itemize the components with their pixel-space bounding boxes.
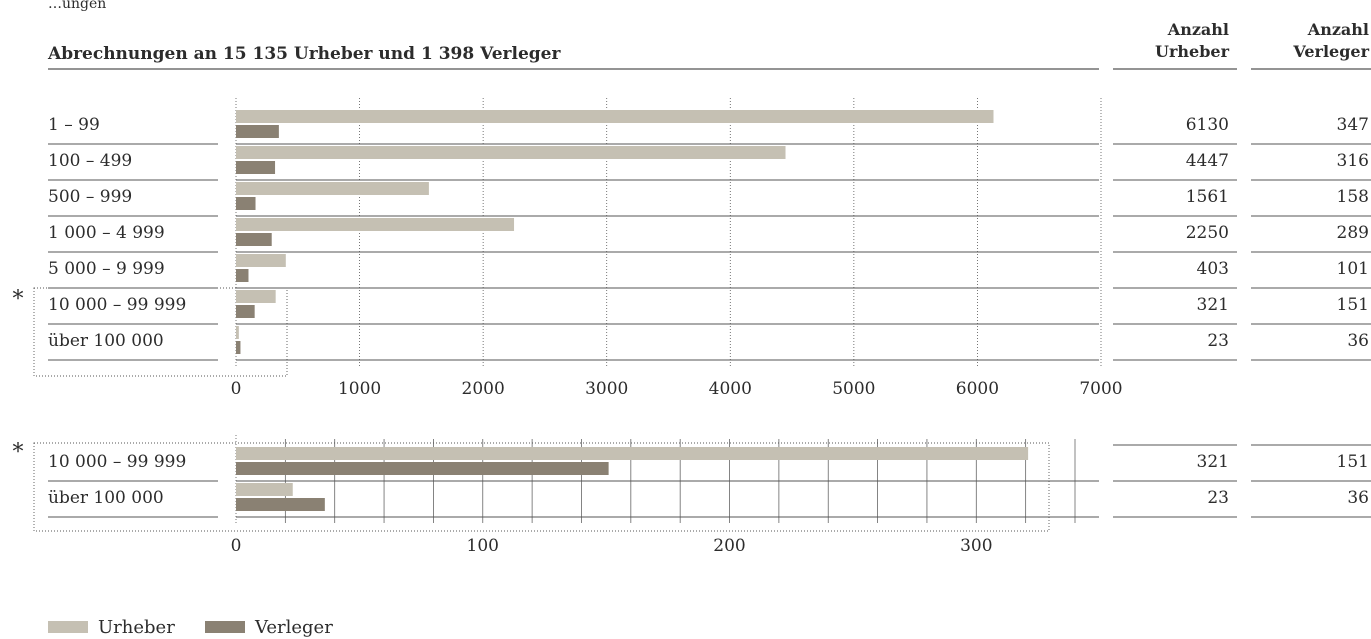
chart0-bar-verleger-1 [236, 161, 276, 174]
chart0-bar-urheber-1 [236, 146, 786, 159]
chart0-table-verleger-value: 158 [1337, 187, 1369, 207]
col-urheber-line2: Urheber [1155, 42, 1230, 61]
col-urheber-line1: Anzahl [1167, 20, 1229, 39]
chart0-x-tick-label: 5000 [832, 379, 875, 399]
legend-swatch-urheber [48, 621, 88, 633]
chart0-bar-urheber-3 [236, 218, 515, 231]
chart0-table-urheber-value: 23 [1207, 331, 1229, 351]
legend: Urheber Verleger [48, 617, 333, 638]
chart0-bar-verleger-2 [236, 197, 256, 210]
chart0-table-verleger-value: 289 [1337, 223, 1369, 243]
chart0-category-label: 1 000 – 4 999 [48, 223, 165, 243]
chart1-table-urheber-value: 23 [1207, 488, 1229, 508]
chart0-x-tick-label: 2000 [462, 379, 505, 399]
top-fragment: …ungen [48, 0, 106, 12]
chart0-category-label: 100 – 499 [48, 151, 132, 171]
chart1-x-tick-label: 300 [960, 536, 992, 556]
chart1-table-verleger-value: 151 [1337, 452, 1369, 472]
chart1-table-verleger-value: 36 [1347, 488, 1369, 508]
highlight-marker-upper: * [13, 287, 24, 312]
chart0-table-verleger-value: 151 [1337, 295, 1369, 315]
chart1-bar-urheber-1 [236, 483, 293, 496]
chart0-bar-urheber-6 [236, 326, 239, 339]
chart1-x-tick-label: 200 [713, 536, 745, 556]
chart0-bar-urheber-5 [236, 290, 276, 303]
chart0-x-tick-label: 3000 [585, 379, 628, 399]
chart0-bar-verleger-3 [236, 233, 272, 246]
legend-label-verleger: Verleger [254, 617, 333, 638]
chart0-x-tick-label: 1000 [338, 379, 381, 399]
chart1-bar-urheber-0 [236, 447, 1029, 460]
chart1-bar-verleger-1 [236, 498, 325, 511]
chart0-table-urheber-value: 1561 [1186, 187, 1229, 207]
chart0-bar-urheber-2 [236, 182, 429, 195]
chart0-bar-verleger-6 [236, 341, 241, 354]
chart0-table-verleger-value: 316 [1337, 151, 1369, 171]
chart0-category-label: 10 000 – 99 999 [48, 295, 186, 315]
chart0-table-verleger-value: 101 [1337, 259, 1369, 279]
chart0-table-verleger-value: 36 [1347, 331, 1369, 351]
chart0-table-urheber-value: 2250 [1186, 223, 1229, 243]
highlight-marker-lower: * [13, 440, 24, 465]
chart0-table-urheber-value: 6130 [1186, 115, 1229, 135]
chart-title: Abrechnungen an 15 135 Urheber und 1 398… [47, 44, 561, 64]
chart0-x-tick-label: 6000 [956, 379, 999, 399]
chart0-table-urheber-value: 403 [1197, 259, 1229, 279]
chart1-x-tick-label: 0 [231, 536, 242, 556]
chart0-category-label: über 100 000 [48, 331, 164, 351]
legend-swatch-verleger [205, 621, 245, 633]
chart0-x-tick-label: 4000 [709, 379, 752, 399]
chart0-table-urheber-value: 321 [1197, 295, 1229, 315]
chart0-table-verleger-value: 347 [1337, 115, 1369, 135]
chart0-x-tick-label: 0 [231, 379, 242, 399]
highlight-box-lower [33, 442, 1050, 532]
legend-label-urheber: Urheber [98, 617, 175, 638]
chart0-bar-verleger-0 [236, 125, 279, 138]
chart1-category-label: über 100 000 [48, 488, 164, 508]
chart0-bar-verleger-5 [236, 305, 255, 318]
col-verleger-line1: Anzahl [1307, 20, 1369, 39]
highlight-box-upper [33, 287, 288, 377]
chart0-bar-urheber-0 [236, 110, 994, 123]
col-verleger-line2: Verleger [1292, 42, 1369, 61]
chart1-bar-verleger-0 [236, 462, 609, 475]
chart0-x-tick-label: 7000 [1079, 379, 1122, 399]
chart1-x-tick-label: 100 [467, 536, 499, 556]
chart1-category-label: 10 000 – 99 999 [48, 452, 186, 472]
chart0-category-label: 5 000 – 9 999 [48, 259, 165, 279]
chart0-bar-urheber-4 [236, 254, 286, 267]
chart0-category-label: 1 – 99 [48, 115, 100, 135]
chart1-table-urheber-value: 321 [1197, 452, 1229, 472]
chart0-category-label: 500 – 999 [48, 187, 132, 207]
chart0-table-urheber-value: 4447 [1186, 151, 1229, 171]
chart0-bar-verleger-4 [236, 269, 249, 282]
